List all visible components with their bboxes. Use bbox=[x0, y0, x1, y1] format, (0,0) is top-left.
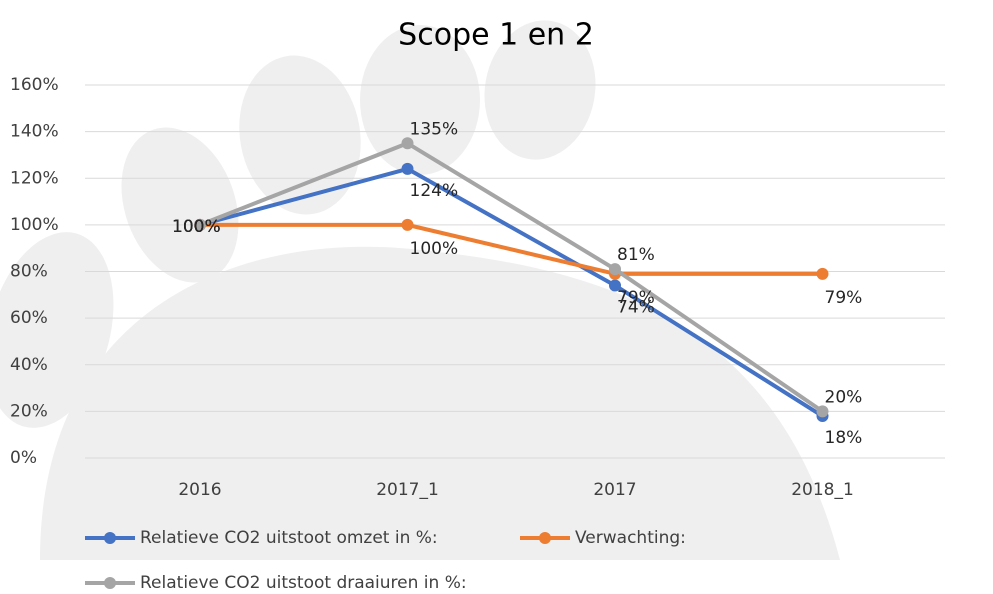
point bbox=[402, 219, 414, 231]
y-tick-label: 140% bbox=[10, 122, 59, 142]
legend-label: Relatieve CO2 uitstoot draaiuren in %: bbox=[140, 573, 467, 593]
data-label: 100% bbox=[172, 217, 221, 237]
x-tick-label: 2017 bbox=[593, 480, 636, 500]
y-tick-label: 20% bbox=[10, 401, 48, 421]
chart-title: Scope 1 en 2 bbox=[398, 18, 594, 53]
data-label: 100% bbox=[410, 239, 459, 259]
legend-marker bbox=[104, 577, 116, 589]
x-tick-label: 2017_1 bbox=[376, 480, 439, 500]
data-label: 124% bbox=[410, 181, 459, 201]
data-label: 79% bbox=[825, 288, 863, 308]
legend-marker bbox=[539, 532, 551, 544]
legend-label: Relatieve CO2 uitstoot omzet in %: bbox=[140, 528, 438, 548]
chart: Scope 1 en 2 0% 20% 40% 60% 80% 100% 120% 140% 1… bbox=[0, 0, 993, 594]
y-tick-label: 80% bbox=[10, 262, 48, 282]
watermark bbox=[0, 12, 840, 560]
data-label: 18% bbox=[825, 428, 863, 448]
y-tick-label: 0% bbox=[10, 448, 37, 468]
y-tick-label: 160% bbox=[10, 75, 59, 95]
data-label: 81% bbox=[617, 245, 655, 265]
y-tick-label: 100% bbox=[10, 215, 59, 235]
y-tick-label: 60% bbox=[10, 308, 48, 328]
point bbox=[402, 163, 414, 175]
legend-label: Verwachting: bbox=[575, 528, 686, 548]
y-tick-label: 120% bbox=[10, 168, 59, 188]
y-tick-label: 40% bbox=[10, 355, 48, 375]
legend-marker bbox=[104, 532, 116, 544]
x-tick-label: 2016 bbox=[178, 480, 221, 500]
data-label: 135% bbox=[410, 119, 459, 139]
point bbox=[817, 268, 829, 280]
data-label: 79% bbox=[617, 288, 655, 308]
data-label: 20% bbox=[825, 387, 863, 407]
x-tick-label: 2018_1 bbox=[791, 480, 854, 500]
